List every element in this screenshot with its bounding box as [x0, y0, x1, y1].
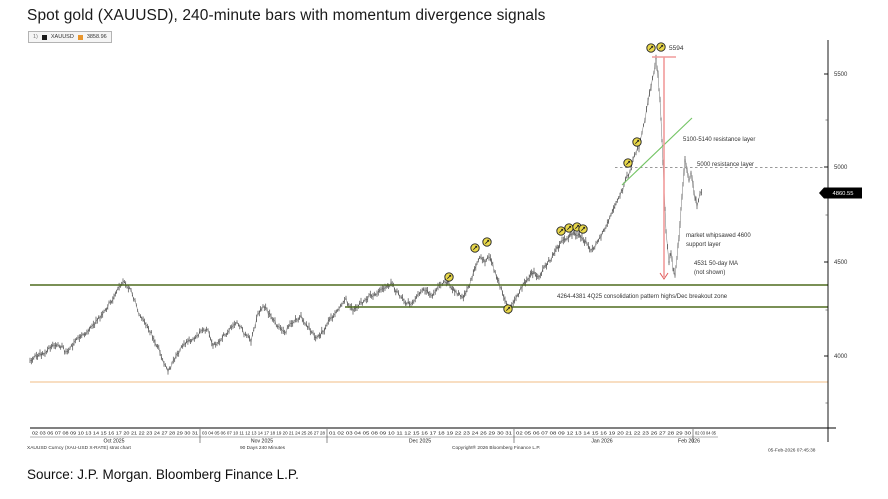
legend-swatch-xauusd-icon	[41, 34, 47, 40]
signal-arrow-icon	[485, 239, 490, 244]
y-tick-label: 5500	[834, 72, 848, 78]
last-price-label: 4860.55	[833, 191, 854, 197]
signal-arrow-icon	[447, 274, 452, 279]
chart-legend[interactable]: 1) XAUUSD 3858.96	[28, 31, 112, 43]
day-labels-1: 03 04 05 06 07 10 11 12 13 14 17 18 19 2…	[202, 431, 325, 436]
price-connector	[29, 57, 702, 373]
annotation-text-5: 4531 50-day MA	[694, 261, 738, 267]
signal-arrow-icon	[659, 44, 664, 49]
annotation-text-7: 4264-4381 4Q25 consolidation pattern hig…	[557, 294, 728, 300]
footer-timestamp: 05-Feb-2026 07:45:38	[768, 448, 816, 454]
day-labels-0: 02 03 06 07 08 09 10 13 14 15 16 17 20 2…	[32, 431, 199, 436]
price-bars	[29, 54, 702, 375]
month-label-0: Oct 2025	[103, 439, 124, 445]
month-label-2: Dec 2025	[409, 439, 431, 445]
signal-arrow-icon	[559, 228, 564, 233]
annotation-text-3: market whipsawed 4600	[686, 233, 751, 239]
green-trendline	[621, 117, 693, 186]
annotation-text-2: 5000 resistance layer	[697, 162, 754, 168]
y-tick-label: 4500	[834, 260, 848, 266]
annotation-text-1: 5100-5140 resistance layer	[683, 137, 755, 143]
page-title: Spot gold (XAUUSD), 240-minute bars with…	[27, 7, 546, 24]
signal-arrow-icon	[649, 45, 654, 50]
day-labels-3: 02 05 06 07 08 09 12 13 14 15 16 19 20 2…	[516, 431, 692, 436]
crash-arrow-icon	[659, 272, 669, 280]
day-labels-4: 02 03 04 05	[695, 431, 716, 436]
last-price-tag	[819, 187, 862, 199]
y-tick-label: 4000	[834, 354, 848, 360]
footer-period: 90 Days 240 Minutes	[240, 445, 286, 451]
annotation-text-6: (not shown)	[694, 270, 725, 276]
footer-instrument: XAUUSD Curncy (XAU-USD X-RATE) strat cha…	[27, 445, 132, 451]
source-line: Source: J.P. Morgan. Bloomberg Finance L…	[27, 467, 299, 482]
signal-arrow-icon	[626, 160, 631, 165]
signal-arrow-icon	[473, 245, 478, 250]
signal-arrow-icon	[506, 306, 511, 311]
y-tick-label: 5000	[834, 165, 848, 171]
legend-label-xauusd: XAUUSD	[50, 34, 74, 40]
month-label-3: Jan 2026	[591, 439, 612, 445]
signal-arrow-icon	[635, 139, 640, 144]
footer-copyright: Copyright® 2026 Bloomberg Finance L.P.	[452, 444, 540, 451]
annotation-text-4: support layer	[686, 242, 721, 248]
annotation-text-0: 5594	[669, 45, 684, 52]
signal-arrow-icon	[567, 225, 572, 230]
legend-label-level: 3858.96	[86, 34, 107, 40]
day-labels-2: 01 02 03 04 05 08 09 10 11 12 15 16 17 1…	[329, 431, 513, 436]
month-label-1: Nov 2025	[251, 439, 273, 445]
month-label-4: Feb 2026	[678, 439, 700, 445]
signal-arrow-icon	[581, 226, 586, 231]
legend-index: 1)	[33, 34, 38, 40]
signal-arrow-icon	[575, 224, 580, 229]
legend-swatch-level-icon	[77, 34, 83, 40]
